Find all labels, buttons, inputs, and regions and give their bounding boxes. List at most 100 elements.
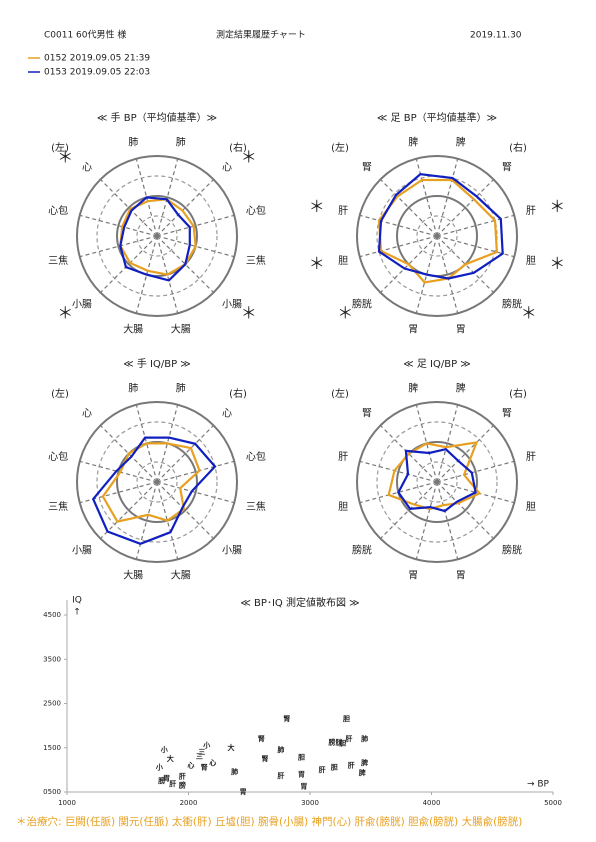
radar-spoke: [135, 235, 158, 314]
scatter-point: 脾: [360, 758, 368, 767]
x-tick-label: 3000: [301, 799, 319, 807]
scatter-point: 肝: [348, 760, 355, 769]
radar-spoke: [135, 158, 158, 237]
radar-series: [377, 173, 504, 280]
scatter-point: 胃: [163, 774, 170, 783]
treatment-mark: ＊: [241, 303, 257, 322]
radar-label: 肝: [526, 451, 536, 463]
radar-label: 心: [82, 162, 92, 174]
radar-ring: [356, 155, 518, 317]
radar-label: 胃: [408, 569, 418, 581]
radar-label: 腎: [502, 408, 512, 420]
scatter-point: 腎: [283, 714, 290, 723]
radar-title: ≪ 足 BP（平均値基準）≫: [377, 111, 497, 124]
radar-label: 腎: [502, 162, 512, 174]
y-tick-label: 4500: [43, 611, 61, 619]
radar-label: 脾: [408, 136, 418, 149]
radar-spoke: [79, 460, 158, 483]
radar-spoke: [436, 425, 494, 483]
side-label: (左): [51, 387, 69, 400]
radar-spoke: [415, 404, 438, 483]
x-axis-label: → BP: [527, 780, 550, 790]
scatter-point: 膀胱: [328, 737, 343, 746]
radar-label: 胃: [456, 569, 466, 581]
radar-spoke: [436, 481, 494, 539]
x-tick-label: 5000: [544, 799, 562, 807]
scatter-point: 肺: [277, 745, 284, 754]
radar-label: 膀胱: [352, 543, 372, 556]
radar-ring: [416, 461, 458, 503]
radar-spoke: [100, 481, 158, 539]
radar-series: [377, 178, 499, 284]
side-label: (左): [51, 141, 69, 154]
radar-label: 脾: [456, 382, 466, 395]
side-label: (右): [229, 141, 247, 154]
treatment-mark: ＊: [57, 303, 73, 322]
side-label: (右): [509, 141, 527, 154]
radar-label: 腎: [362, 408, 372, 420]
radar-spoke: [436, 179, 494, 237]
radar-spoke: [436, 404, 459, 483]
radar-spoke: [79, 214, 158, 237]
radar-spoke: [156, 404, 179, 483]
scatter-point: 膀: [157, 776, 165, 785]
radar-ring: [376, 421, 498, 543]
radar-spoke: [156, 481, 214, 539]
radar-label: 心包: [48, 204, 68, 217]
radar-label: 胃: [456, 323, 466, 335]
radar-spoke: [156, 460, 235, 483]
scatter-point: 心: [187, 760, 194, 769]
scatter-point: 胆: [338, 738, 346, 747]
radar-label: 肺: [128, 383, 138, 395]
radar-spoke: [436, 235, 459, 314]
radar-label: 心: [82, 408, 92, 420]
scatter-point: 胃: [240, 787, 247, 796]
radar-label: 肝: [338, 205, 348, 217]
radar-title: ≪ 手 IQ/BP ≫: [123, 357, 191, 370]
report-date: 2019.11.30: [470, 31, 522, 41]
radar-series: [91, 436, 217, 545]
radar-label: 胃: [408, 323, 418, 335]
legend-label: 0153 2019.09.05 22:03: [44, 68, 150, 78]
scatter-point: 胃: [300, 782, 307, 791]
scatter-point: 脾: [358, 768, 366, 777]
radar-spoke: [359, 481, 438, 504]
radar-label: 心: [222, 162, 232, 174]
radar-spoke: [156, 235, 214, 293]
radar-label: 心包: [48, 450, 68, 463]
footer: ＊治療穴: 巨闕(任脈) 関元(任脈) 太衝(肝) 丘墟(胆) 腕骨(小腸) 神…: [16, 815, 522, 828]
y-tick-label: 2500: [43, 700, 61, 708]
radar-label: 肺: [128, 137, 138, 149]
treatment-mark: ＊: [337, 303, 353, 322]
radar-label: 肝: [526, 205, 536, 217]
radar-series: [397, 447, 477, 513]
treatment-mark: ＊: [549, 254, 565, 273]
radar-label: 脾: [408, 382, 418, 395]
y-axis-arrow: ↑: [73, 608, 81, 618]
radar-spoke: [380, 179, 438, 237]
radar-label: 大腸: [171, 322, 191, 335]
scatter-point: 胆: [297, 752, 305, 761]
treatment-mark: ＊: [241, 148, 257, 167]
radar-label: 心包: [246, 204, 266, 217]
y-tick-label: 1500: [43, 744, 61, 752]
radar-spoke: [156, 481, 235, 504]
radar-spoke: [415, 481, 438, 560]
radar-spoke: [156, 235, 235, 258]
scatter-point: 心: [209, 758, 216, 767]
treatment-mark: ＊: [309, 254, 325, 273]
radar-label: 小腸: [72, 298, 92, 310]
radar-series: [119, 196, 191, 282]
radar-label: 膀胱: [502, 543, 522, 556]
side-label: (左): [331, 141, 349, 154]
radar-spoke: [156, 179, 214, 237]
radar-spoke: [135, 481, 158, 560]
radar-label: 胆: [526, 501, 536, 513]
scatter-point: 腎: [258, 734, 265, 743]
radar-spoke: [415, 235, 438, 314]
scatter-point: 肝: [277, 771, 284, 780]
radar-ring: [76, 401, 238, 563]
scatter-point: 肺: [361, 734, 368, 743]
radar-label: 膀胱: [502, 297, 522, 310]
